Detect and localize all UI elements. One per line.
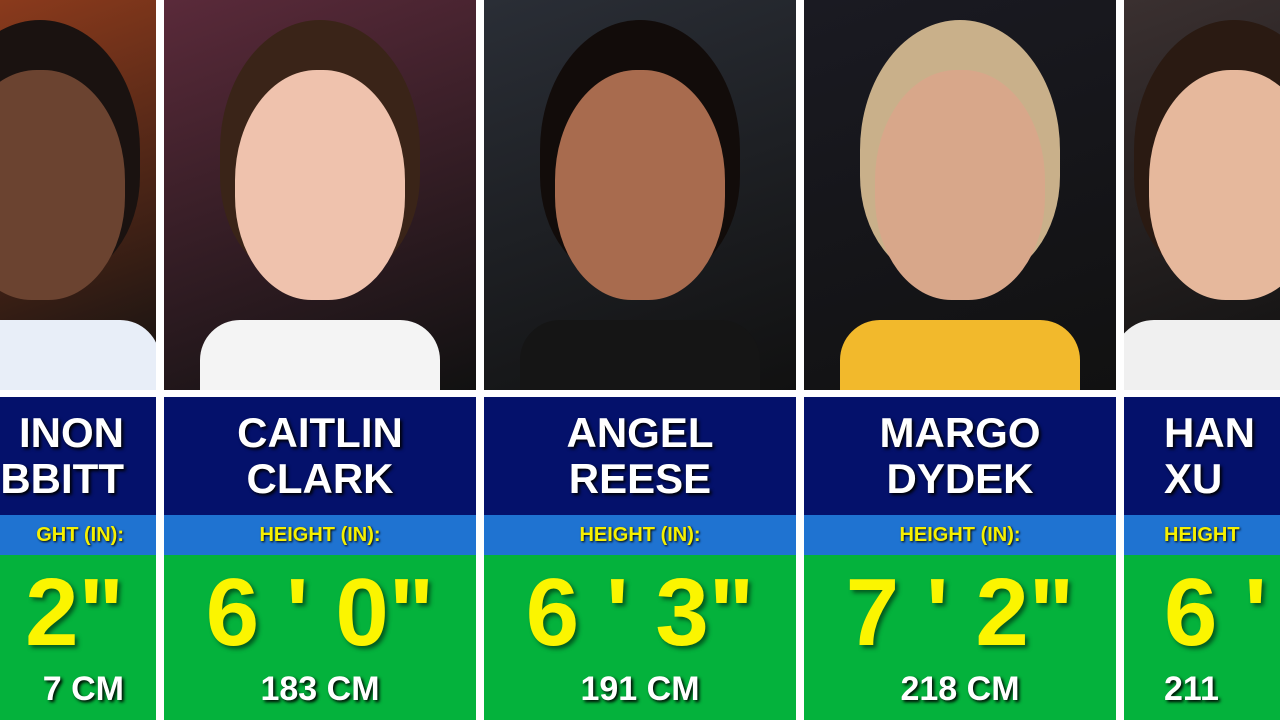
face <box>235 70 405 300</box>
face <box>875 70 1045 300</box>
height-feet-inches: 7 ' 2" <box>845 559 1075 666</box>
name-line-1: CAITLIN <box>237 409 403 456</box>
name-line-2: BBITT <box>0 455 124 502</box>
jersey <box>1124 320 1280 390</box>
player-name: ANGEL REESE <box>484 397 796 515</box>
jersey <box>520 320 760 390</box>
height-cm: 183 CM <box>260 670 380 708</box>
height-cm: 7 CM <box>42 670 124 708</box>
height-feet-inches: 6 ' 0" <box>205 559 435 666</box>
player-card: CAITLIN CLARK HEIGHT (IN): 6 ' 0" 183 CM <box>164 0 476 720</box>
height-panel: 6 ' 1 211 <box>1124 555 1280 720</box>
jersey <box>840 320 1080 390</box>
height-panel: 2" 7 CM <box>0 555 156 720</box>
player-name: HAN XU <box>1124 397 1280 515</box>
player-photo <box>164 0 476 390</box>
name-line-1: MARGO <box>879 409 1041 456</box>
height-label: HEIGHT (IN): <box>164 515 476 555</box>
name-line-2: XU <box>1164 455 1223 502</box>
player-photo <box>0 0 156 390</box>
height-feet-inches: 6 ' 1 <box>1164 559 1280 666</box>
player-photo <box>1124 0 1280 390</box>
height-label: HEIGHT <box>1124 515 1280 555</box>
player-name: INON BBITT <box>0 397 156 515</box>
height-label: GHT (IN): <box>0 515 156 555</box>
jersey <box>200 320 440 390</box>
player-name: MARGO DYDEK <box>804 397 1116 515</box>
height-cm: 191 CM <box>580 670 700 708</box>
height-cm: 218 CM <box>900 670 1020 708</box>
player-card: MARGO DYDEK HEIGHT (IN): 7 ' 2" 218 CM <box>804 0 1116 720</box>
player-card: HAN XU HEIGHT 6 ' 1 211 <box>1124 0 1280 720</box>
height-feet-inches: 2" <box>25 559 124 666</box>
name-line-1: INON <box>19 409 124 456</box>
height-label: HEIGHT (IN): <box>804 515 1116 555</box>
jersey <box>0 320 156 390</box>
height-cm: 211 <box>1164 670 1219 708</box>
height-panel: 7 ' 2" 218 CM <box>804 555 1116 720</box>
player-card: INON BBITT GHT (IN): 2" 7 CM <box>0 0 156 720</box>
height-label: HEIGHT (IN): <box>484 515 796 555</box>
player-card: ANGEL REESE HEIGHT (IN): 6 ' 3" 191 CM <box>484 0 796 720</box>
name-line-1: HAN <box>1164 409 1255 456</box>
name-line-2: CLARK <box>246 455 394 502</box>
height-feet-inches: 6 ' 3" <box>525 559 755 666</box>
player-name: CAITLIN CLARK <box>164 397 476 515</box>
face <box>0 70 125 300</box>
name-line-1: ANGEL <box>566 409 714 456</box>
face <box>1149 70 1280 300</box>
name-line-2: DYDEK <box>886 455 1034 502</box>
face <box>555 70 725 300</box>
player-photo <box>484 0 796 390</box>
height-panel: 6 ' 0" 183 CM <box>164 555 476 720</box>
height-panel: 6 ' 3" 191 CM <box>484 555 796 720</box>
player-photo <box>804 0 1116 390</box>
name-line-2: REESE <box>568 455 712 502</box>
